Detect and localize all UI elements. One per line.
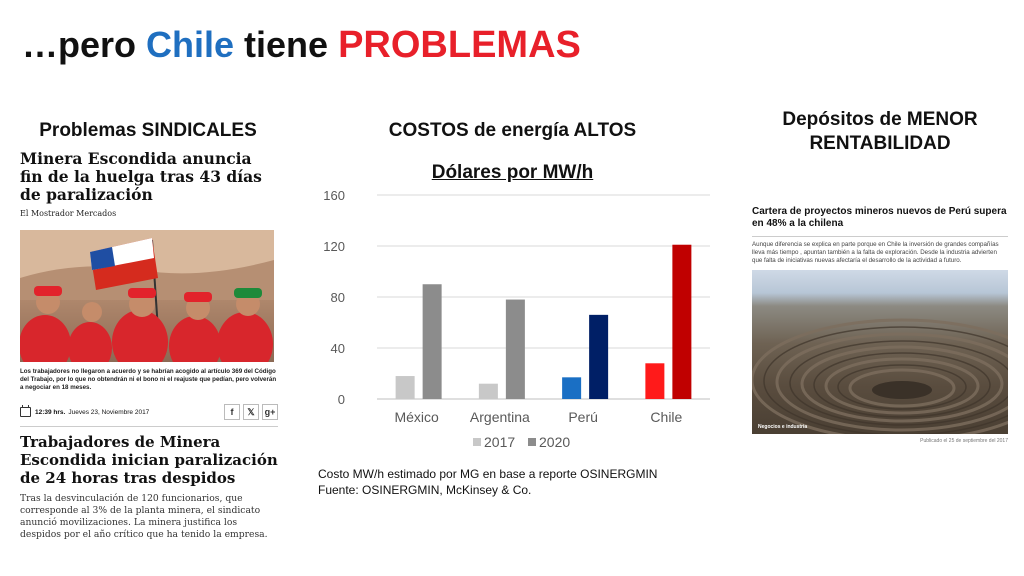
social-share: f 𝕏 g+ [224,404,278,420]
mine-photo-illustration [752,318,1008,434]
heading-sindicales: Problemas SINDICALES [39,120,257,141]
open-pit-mine-photo: Negocios e industria [752,270,1008,434]
title-problemas: PROBLEMAS [338,24,581,66]
chart-bars [395,244,692,399]
right-article-divider [752,236,1008,237]
legend-swatch-2020 [528,438,536,446]
strike-photo [20,230,274,362]
x-tick-label: Chile [650,409,682,425]
x-tick-label: Perú [568,409,598,425]
slide-title: …pero Chile tiene PROBLEMAS [22,24,581,67]
y-tick-label: 40 [331,341,345,356]
news-clipping-escondida: Minera Escondida anuncia fin de la huelg… [20,150,278,541]
right-article-headline: Cartera de proyectos mineros nuevos de P… [752,206,1007,229]
chart-unit-heading: Dólares por MW/h [431,162,594,183]
legend-label-2017: 2017 [484,434,515,450]
bar-2020-chile [672,244,692,399]
energy-cost-chart: 0 40 80 120 160 México Argentina Perú Chile 201… [323,188,710,450]
chart-source: Fuente: OSINERGMIN, McKinsey & Co. [318,483,532,497]
bar-2020-méxico [422,284,442,399]
published-date: Publicado el 25 de septiembre del 2017 [920,438,1008,444]
y-tick-label: 120 [323,239,345,254]
bar-2017-perú [562,377,582,399]
title-chile: Chile [146,24,235,65]
bar-2017-méxico [395,376,415,399]
news-clipping-peru: Cartera de proyectos mineros nuevos de P… [752,206,1008,444]
article-date: Jueves 23, Noviembre 2017 [68,408,150,416]
title-part-3: tiene [234,24,339,65]
chart-note: Costo MW/h estimado por MG en base a rep… [318,466,657,498]
x-tick-label: México [394,409,439,425]
bar-2017-argentina [478,383,498,399]
x-axis-labels: México Argentina Perú Chile [394,409,682,425]
legend-label-2020: 2020 [539,434,570,450]
article-time: 12:39 hrs. [35,408,66,416]
article-divider [20,426,278,427]
right-article-text: Aunque diferencia se explica en parte po… [752,241,999,264]
chart-legend: 2017 2020 [473,434,570,450]
title-part-1: …pero [22,24,147,65]
article-body: Tras la desvinculación de 120 funcionari… [20,493,268,540]
x-tick-label: Argentina [470,409,530,425]
article-source: El Mostrador Mercados [20,209,117,218]
strike-photo-illustration [20,230,274,362]
bar-2017-chile [645,363,665,399]
heading-depositos: Depósitos de MENOR RENTABILIDAD [782,109,978,154]
calendar-icon [20,405,31,417]
bar-2020-argentina [505,299,525,399]
bar-2020-perú [589,314,609,399]
article-headline: Minera Escondida anuncia fin de la huelg… [20,149,262,204]
chart-note-line-1: Costo MW/h estimado por MG en base a rep… [318,467,658,481]
photo-section-label: Negocios e industria [758,424,808,430]
y-tick-label: 160 [323,188,345,203]
y-axis-ticks: 0 40 80 120 160 [323,188,345,407]
y-tick-label: 0 [338,392,345,407]
google-plus-icon[interactable]: g+ [262,404,278,420]
photo-caption: Los trabajadores no llegaron a acuerdo y… [20,368,277,391]
article-headline-2: Trabajadores de Minera Escondida inician… [20,433,278,487]
legend-swatch-2017 [473,438,481,446]
article-meta: 12:39 hrs. Jueves 23, Noviembre 2017 f 𝕏… [20,404,278,420]
heading-costos: COSTOS de energía ALTOS [388,120,637,141]
twitter-icon[interactable]: 𝕏 [243,404,259,420]
y-tick-label: 80 [331,290,345,305]
facebook-icon[interactable]: f [224,404,240,420]
